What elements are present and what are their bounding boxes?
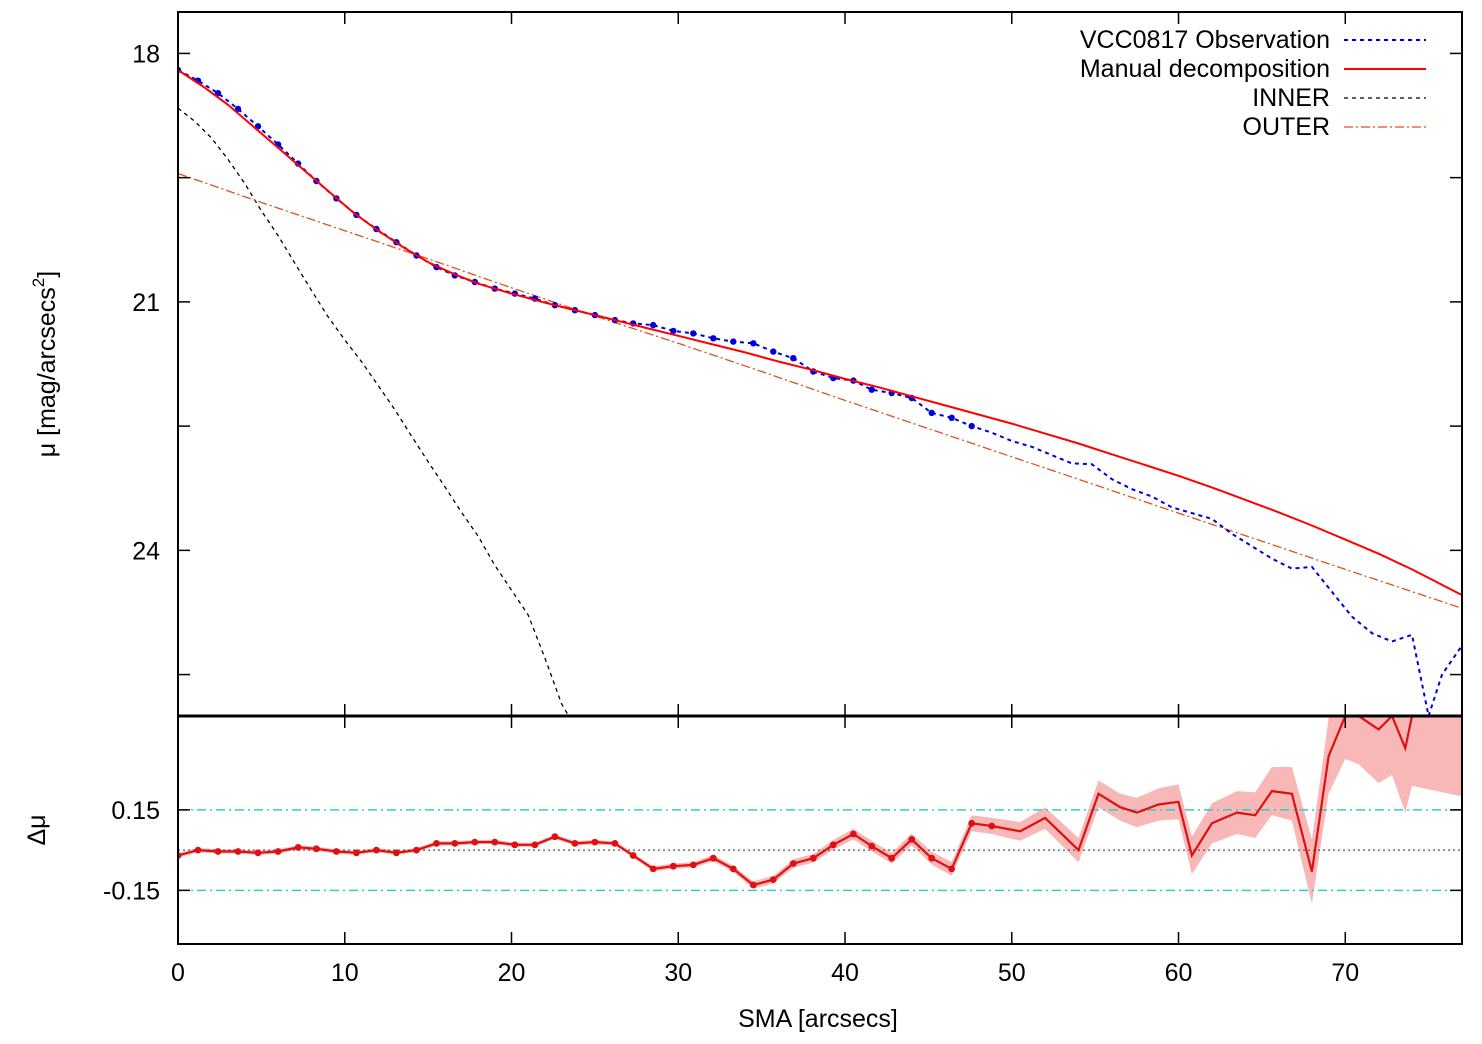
residual-point: [274, 848, 282, 855]
residual-point: [333, 848, 340, 855]
residual-error-band: [178, 716, 1462, 904]
y-tick-label-profile: 21: [132, 289, 160, 317]
x-tick-label: 40: [831, 959, 859, 987]
y-axis-label-profile-text: μ [mag/arcsecs: [33, 287, 61, 457]
series-inner-line: [178, 107, 570, 716]
x-tick-label: 10: [331, 959, 359, 987]
legend-entry-observation: VCC0817 Observation: [1080, 26, 1426, 54]
residual-point: [689, 861, 697, 869]
axis-tick-labels: 0 10 20 30 40 50 60 70 18 21 24 0.15 -0.15: [103, 40, 1359, 987]
observation-point: [214, 90, 222, 97]
residual-point: [888, 854, 896, 862]
observation-point: [790, 355, 797, 362]
series-observation-line: [178, 69, 1462, 716]
residual-point: [234, 848, 242, 855]
legend-entry-outer: OUTER: [1243, 113, 1426, 141]
observation-point: [650, 321, 657, 329]
observation-point: [690, 330, 697, 337]
legend-entry-inner: INNER: [1252, 84, 1426, 112]
y-axis-label-profile: μ [mag/arcsecs2]: [29, 271, 61, 457]
series-outer-line: [178, 172, 1462, 609]
residual-point: [948, 865, 956, 873]
y-tick-label-residual: 0.15: [111, 797, 160, 825]
x-tick-label: 50: [998, 959, 1026, 987]
residual-point: [194, 846, 202, 854]
residual-point: [629, 852, 637, 859]
residual-point: [789, 860, 797, 867]
residual-point: [611, 840, 619, 847]
residual-point: [373, 846, 380, 854]
residual-point: [571, 840, 579, 847]
observation-point: [968, 422, 975, 430]
residual-point: [908, 836, 916, 843]
observation-point: [710, 335, 717, 342]
legend-label-outer: OUTER: [1243, 113, 1331, 141]
residual-point: [214, 848, 222, 855]
residual-point: [511, 841, 519, 849]
residual-point: [709, 854, 717, 862]
residual-point: [729, 865, 737, 873]
residual-point: [850, 830, 857, 838]
observation-point: [234, 105, 242, 113]
residual-point: [451, 840, 459, 847]
x-tick-label: 30: [664, 959, 692, 987]
residual-point: [471, 838, 479, 846]
residual-point: [313, 845, 320, 853]
profile-plot-area: [178, 66, 1462, 716]
residual-point: [988, 822, 996, 830]
residual-point: [393, 849, 400, 857]
residual-point: [531, 841, 539, 849]
residual-point: [928, 854, 936, 862]
series-manual-line: [178, 69, 1462, 596]
x-tick-label: 0: [171, 959, 185, 987]
legend-label-inner: INNER: [1252, 84, 1330, 112]
residual-point: [809, 854, 817, 862]
x-tick-label: 70: [1331, 959, 1359, 987]
residual-point: [591, 838, 599, 846]
observation-point: [670, 327, 677, 335]
residual-point: [433, 840, 440, 847]
residual-point: [353, 849, 360, 857]
observation-point: [730, 338, 737, 345]
residual-point: [491, 838, 499, 846]
residual-point: [649, 865, 657, 873]
residual-point: [968, 819, 976, 827]
y-axis-label-profile-close: ]: [33, 271, 61, 278]
observation-point: [868, 386, 875, 393]
y-tick-label-profile: 18: [132, 40, 160, 68]
residual-point: [669, 862, 677, 870]
legend-entry-manual: Manual decomposition: [1080, 55, 1426, 83]
y-tick-label-profile: 24: [132, 537, 160, 565]
legend-label-manual: Manual decomposition: [1080, 55, 1330, 83]
residual-point: [254, 849, 262, 857]
residual-point: [294, 844, 302, 851]
y-axis-label-residual: Δμ: [23, 814, 51, 845]
residual-plot-area: [178, 716, 1462, 904]
observation-point: [750, 340, 757, 347]
y-tick-label-residual: -0.15: [103, 877, 160, 905]
x-tick-label: 60: [1165, 959, 1193, 987]
residual-panel-frame: [177, 715, 1463, 945]
residual-point: [413, 846, 420, 854]
residual-point: [551, 833, 559, 841]
x-axis-label: SMA [arcsecs]: [738, 1005, 898, 1033]
observation-point: [770, 348, 777, 355]
legend: VCC0817 Observation Manual decomposition…: [1080, 26, 1426, 141]
observation-point: [928, 409, 935, 417]
residual-point: [829, 841, 837, 849]
observation-point: [948, 414, 955, 421]
residual-point: [868, 842, 876, 850]
legend-label-observation: VCC0817 Observation: [1080, 26, 1330, 54]
residual-point: [769, 876, 777, 883]
residual-point: [749, 881, 757, 889]
x-tick-label: 20: [498, 959, 526, 987]
y-axis-label-profile-sup: 2: [29, 278, 48, 287]
axis-ticks: [177, 12, 1462, 944]
